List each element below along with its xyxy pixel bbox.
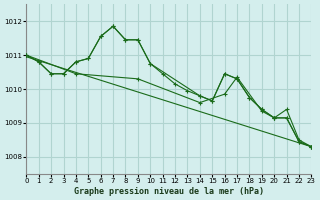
X-axis label: Graphe pression niveau de la mer (hPa): Graphe pression niveau de la mer (hPa)	[74, 187, 264, 196]
